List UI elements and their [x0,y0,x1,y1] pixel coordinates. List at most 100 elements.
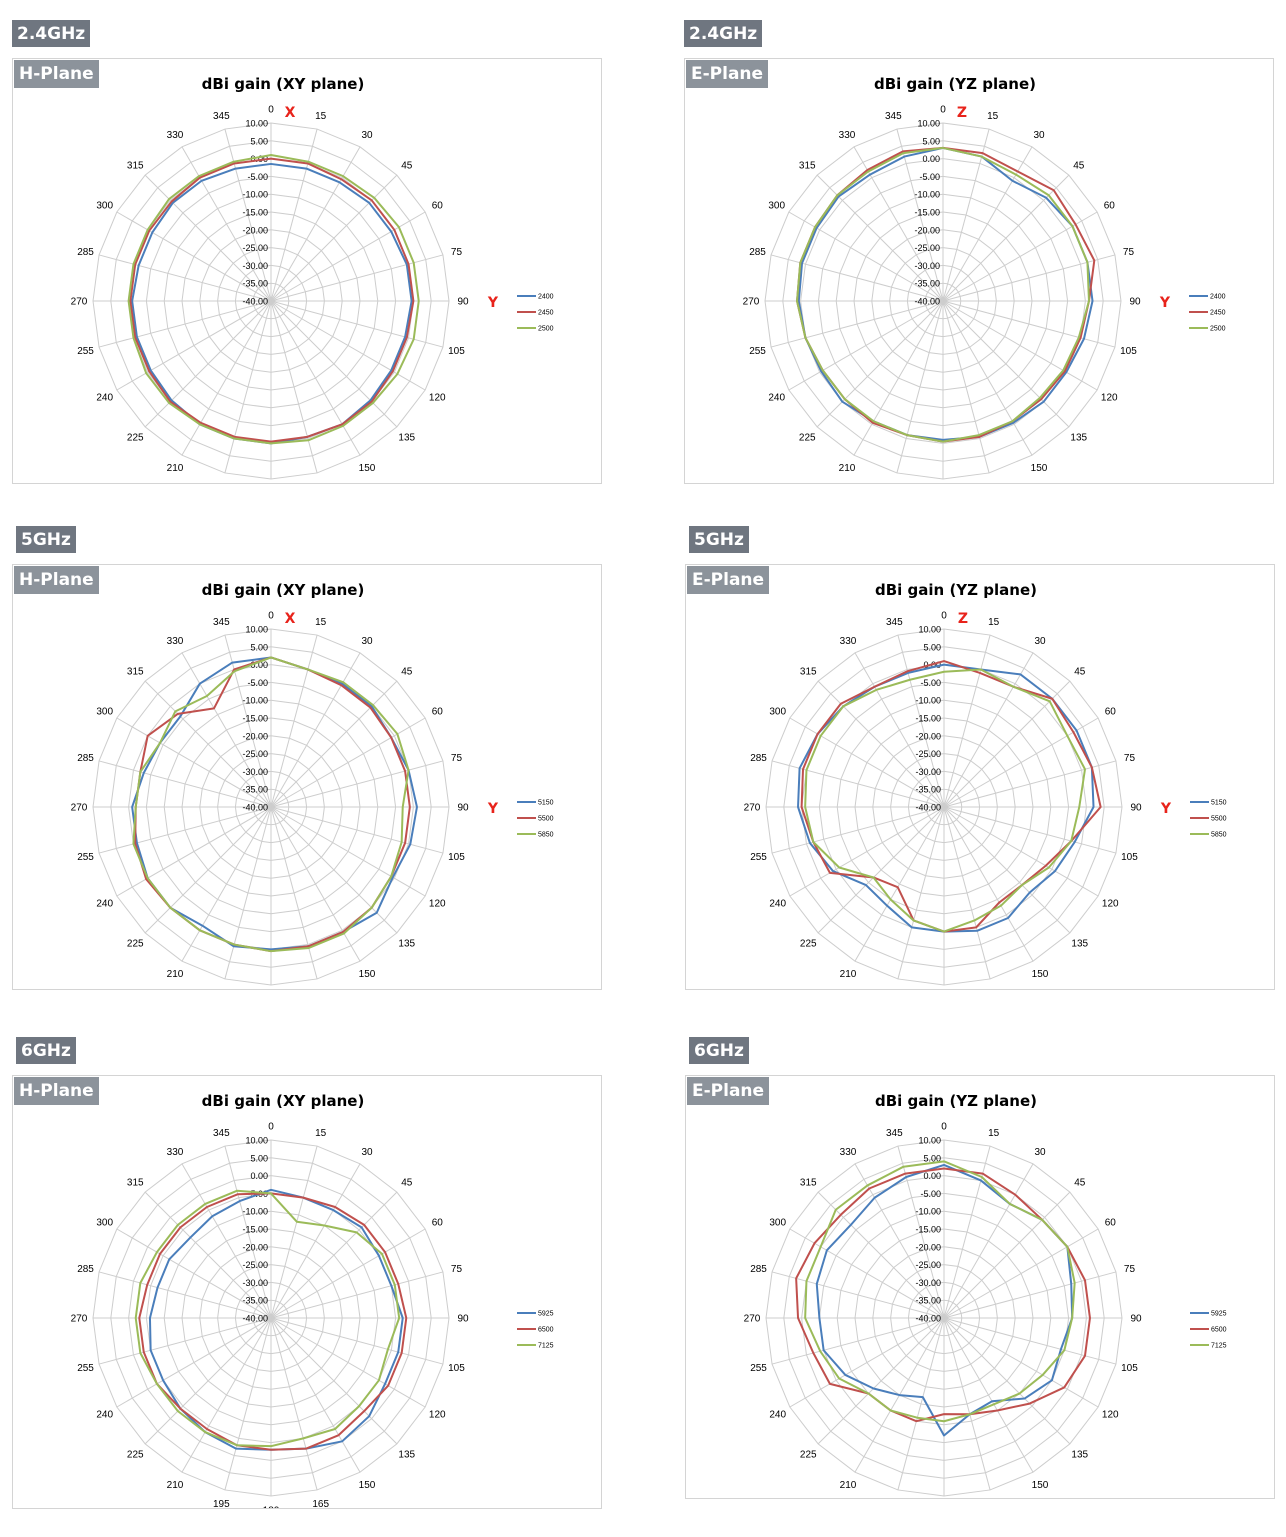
grid-spoke [943,806,1071,934]
legend-label: 5150 [538,800,554,807]
angle-label: 150 [1031,463,1048,474]
series-line-2500 [127,154,420,445]
angle-label: 315 [127,667,144,678]
chart-title: dBi gain (YZ plane) [875,1092,1037,1110]
angle-label: 15 [315,1128,327,1139]
angle-label: 210 [167,1480,184,1491]
angle-label: 90 [457,803,469,814]
grid-spoke [270,300,318,474]
panel-5ghz-e-plane: 5GHz dBi gain (YZ plane) 0 15 30 45 60 75 90 105… [685,526,1285,1026]
angle-label: 300 [96,707,113,718]
grid-spoke [144,1191,272,1319]
radial-tick-label: -10.00 [242,1207,268,1217]
grid-spoke [270,1317,426,1408]
legend-label: 6500 [1211,1327,1227,1334]
angle-label: 300 [768,201,785,212]
panel-6ghz-h-plane: 6GHz dBi gain (XY plane) 0 15 30 45 60 75 90 105… [12,1037,612,1537]
grid-spoke [270,1317,398,1445]
angle-label: 315 [799,161,816,172]
grid-spoke [98,760,272,808]
grid-spoke [854,1163,945,1319]
grid-spoke [817,1317,945,1445]
radial-tick-label: -20.00 [915,1242,941,1252]
radial-tick-label: 10.00 [245,119,268,129]
grid-spoke [942,211,1098,302]
legend-label: 5500 [538,816,554,823]
angle-label: 105 [1121,1363,1138,1374]
radial-tick-label: 10.00 [245,1136,268,1146]
angle-label: 60 [432,201,444,212]
angle-label: 165 [312,482,329,483]
angle-label: 0 [941,611,947,622]
angle-label: 210 [167,969,184,980]
angle-label: 0 [941,1122,947,1133]
angle-label: 30 [361,1147,373,1158]
radial-tick-label: -40.00 [242,803,268,813]
angle-label: 30 [361,130,373,141]
radial-tick-label: -15.00 [242,714,268,724]
grid-spoke [224,634,272,808]
grid-spoke [116,211,272,302]
grid-spoke [270,717,426,808]
grid-spoke [789,806,945,897]
grid-spoke [224,128,272,302]
angle-label: 60 [1105,707,1117,718]
angle-label: 240 [769,899,786,910]
grid-spoke [897,806,945,980]
angle-label: 240 [769,1410,786,1421]
grid-spoke [943,652,1034,808]
angle-label: 0 [268,611,274,622]
angle-label: 180 [263,1506,280,1509]
polar-grid [92,628,450,986]
grid-spoke [98,1271,272,1319]
radial-tick-label: -5.00 [247,678,268,688]
angle-label: 165 [312,988,329,989]
band-label: 6GHz [16,1037,76,1064]
angle-label: 150 [1032,1480,1049,1491]
angle-label: 135 [1071,1449,1088,1460]
legend-label: 2500 [1210,326,1226,333]
grid-spoke [181,146,272,302]
axis-letter-top: Z [957,105,967,121]
angle-label: 195 [213,482,230,483]
grid-spoke [98,254,272,302]
polar-grid [765,1139,1123,1497]
legend-label: 7125 [1211,1343,1227,1350]
angle-label: 165 [985,988,1002,989]
angle-label: 255 [750,852,767,863]
angle-label: 45 [401,161,413,172]
grid-spoke [270,146,361,302]
angle-label: 45 [401,1178,413,1189]
angle-label: 255 [77,1363,94,1374]
legend-label: 7125 [538,1343,554,1350]
radial-tick-label: -10.00 [915,696,941,706]
angle-label: 105 [1120,346,1137,357]
series-line-6500 [138,1192,408,1451]
series-line-7125 [134,1189,401,1448]
band-label: 5GHz [689,526,749,553]
radial-tick-label: -20.00 [242,731,268,741]
angle-label: 45 [1074,667,1086,678]
grid-spoke [270,1191,398,1319]
angle-label: 120 [1102,899,1119,910]
axis-letter-right: Y [487,295,499,311]
grid-spoke [854,806,945,962]
radial-tick-label: -35.00 [242,1296,268,1306]
angle-label: 60 [432,707,444,718]
angle-label: 60 [432,1218,444,1229]
grid-spoke [270,806,361,962]
grid-spoke [270,634,318,808]
grid-spoke [270,806,398,934]
grid-spoke [181,806,272,962]
angle-label: 210 [840,1480,857,1491]
angle-label: 345 [886,1128,903,1139]
plane-label: E-Plane [687,1077,770,1105]
legend-label: 2400 [538,294,554,301]
panel-6ghz-e-plane: 6GHz dBi gain (YZ plane) 0 15 30 45 60 75 90 105… [685,1037,1285,1537]
polar-chart: dBi gain (XY plane) 0 15 30 45 60 75 90 105 120 13… [71,581,554,989]
angle-label: 240 [768,393,785,404]
angle-label: 90 [1129,297,1141,308]
chart-frame: dBi gain (YZ plane) 0 15 30 45 60 75 90 105 120 13… [685,1075,1275,1499]
angle-label: 15 [315,617,327,628]
angle-label: 225 [127,1449,144,1460]
